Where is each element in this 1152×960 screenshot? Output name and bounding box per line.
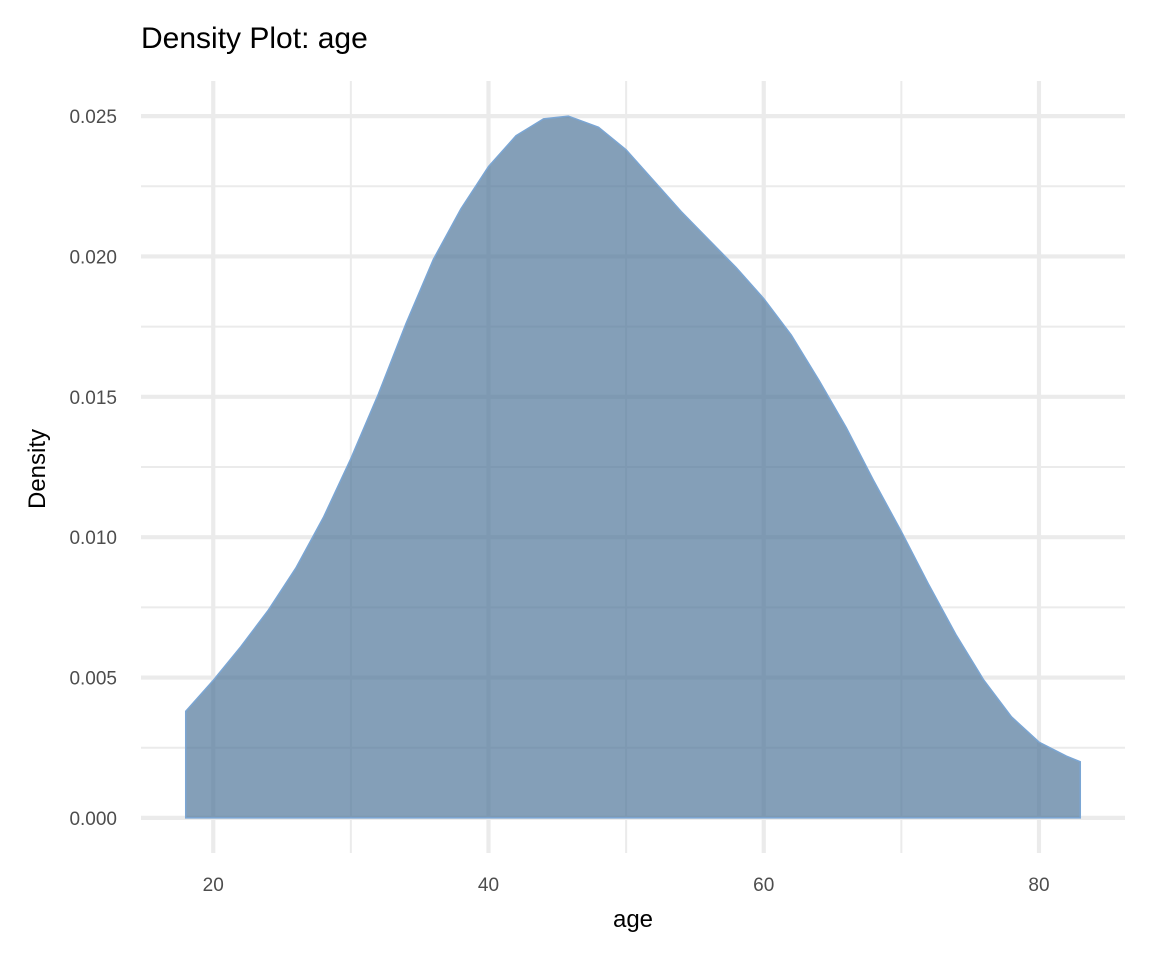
y-tick-label: 0.025: [69, 107, 117, 128]
y-tick-label: 0.005: [69, 669, 117, 690]
y-tick-label: 0.020: [69, 247, 117, 268]
x-axis-title: age: [613, 906, 653, 933]
density-area: [184, 115, 1082, 819]
y-axis-title: Density: [24, 429, 51, 509]
y-tick-label: 0.000: [69, 809, 117, 830]
x-tick-label: 20: [203, 875, 224, 896]
y-axis-ticks: 0.000 0.005 0.010 0.015 0.020 0.025: [69, 107, 117, 830]
x-tick-label: 80: [1028, 875, 1049, 896]
x-axis-ticks: 20 40 60 80: [203, 875, 1050, 896]
chart-title: Density Plot: age: [141, 22, 368, 55]
x-tick-label: 40: [478, 875, 499, 896]
x-tick-label: 60: [753, 875, 774, 896]
y-tick-label: 0.010: [69, 528, 117, 549]
y-tick-label: 0.015: [69, 388, 117, 409]
